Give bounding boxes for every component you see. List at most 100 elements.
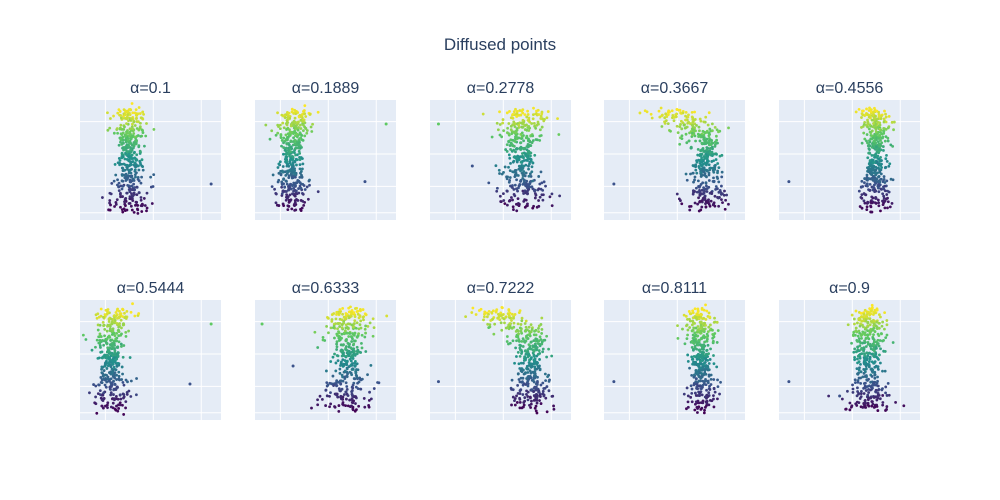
data-point xyxy=(115,378,118,381)
data-point xyxy=(292,181,296,185)
data-point xyxy=(714,185,718,188)
data-point xyxy=(292,136,295,140)
data-point xyxy=(877,179,881,183)
data-point xyxy=(118,110,122,113)
data-point xyxy=(510,132,514,136)
data-point xyxy=(887,164,891,168)
data-point xyxy=(866,113,869,116)
data-point xyxy=(126,380,129,384)
data-point xyxy=(127,131,131,135)
data-point xyxy=(116,409,120,413)
data-point xyxy=(372,326,376,330)
data-point xyxy=(135,193,139,197)
data-point xyxy=(696,411,699,414)
data-point xyxy=(698,139,702,143)
data-point xyxy=(140,158,144,162)
data-point xyxy=(112,365,116,369)
data-point xyxy=(334,392,338,396)
data-point xyxy=(542,387,546,390)
data-point xyxy=(884,165,888,169)
data-point xyxy=(271,173,275,177)
data-point xyxy=(690,346,694,349)
data-point xyxy=(700,205,704,209)
data-point xyxy=(689,384,693,388)
data-point xyxy=(505,111,509,115)
data-point xyxy=(293,129,297,133)
data-point xyxy=(357,332,361,335)
data-point xyxy=(305,129,309,132)
data-point xyxy=(859,322,862,326)
data-point xyxy=(328,405,331,409)
data-point xyxy=(113,376,117,380)
data-point xyxy=(302,203,306,207)
data-point xyxy=(102,369,106,372)
data-point xyxy=(124,406,127,410)
plot-background xyxy=(430,300,571,420)
data-point xyxy=(517,340,521,343)
data-point xyxy=(291,140,295,144)
data-point xyxy=(359,387,363,391)
data-point xyxy=(672,119,676,123)
data-point xyxy=(540,328,544,331)
data-point xyxy=(875,180,879,184)
data-point xyxy=(872,122,875,125)
data-point xyxy=(361,315,365,319)
data-point xyxy=(298,155,301,159)
data-point xyxy=(106,406,109,410)
data-point xyxy=(294,146,298,150)
data-point xyxy=(872,161,876,164)
data-point xyxy=(712,159,715,163)
data-point xyxy=(127,171,131,175)
data-point xyxy=(356,387,360,391)
data-point xyxy=(545,355,549,359)
data-point xyxy=(516,197,520,200)
data-point xyxy=(692,355,696,358)
data-point xyxy=(535,346,539,349)
data-point xyxy=(114,173,118,177)
data-point xyxy=(692,361,696,365)
data-point xyxy=(686,405,690,409)
data-point xyxy=(302,110,305,113)
data-point xyxy=(498,133,502,137)
data-point xyxy=(136,204,140,207)
data-point xyxy=(115,352,119,356)
data-point xyxy=(525,115,529,119)
data-point xyxy=(291,155,295,159)
data-point xyxy=(526,337,530,340)
data-point xyxy=(498,123,502,126)
data-point xyxy=(528,162,531,166)
data-point xyxy=(725,193,729,197)
data-point xyxy=(337,330,340,334)
data-point xyxy=(288,160,292,164)
data-point xyxy=(684,114,687,118)
data-point xyxy=(693,110,696,114)
data-point xyxy=(297,146,300,150)
data-point xyxy=(521,125,525,129)
data-point xyxy=(710,129,714,133)
data-point xyxy=(293,188,297,192)
data-point xyxy=(552,407,556,411)
data-point xyxy=(712,386,716,390)
data-point xyxy=(884,336,888,340)
data-point xyxy=(287,198,291,202)
data-point xyxy=(133,124,137,127)
data-point xyxy=(882,338,885,342)
data-point xyxy=(137,168,141,172)
data-point xyxy=(844,407,848,411)
data-point xyxy=(371,334,375,338)
data-point xyxy=(705,337,709,341)
subplot-panel: α=0.5444 xyxy=(80,280,221,420)
data-point xyxy=(364,331,367,335)
data-point xyxy=(704,115,708,119)
data-point xyxy=(507,140,511,144)
data-point xyxy=(866,125,869,129)
data-point xyxy=(152,173,156,177)
data-point xyxy=(121,355,125,359)
data-point xyxy=(284,173,288,177)
data-point xyxy=(877,114,881,118)
outlier-point xyxy=(838,394,842,398)
data-point xyxy=(869,396,873,400)
data-point xyxy=(134,393,138,397)
data-point xyxy=(716,187,719,191)
data-point xyxy=(881,401,885,404)
